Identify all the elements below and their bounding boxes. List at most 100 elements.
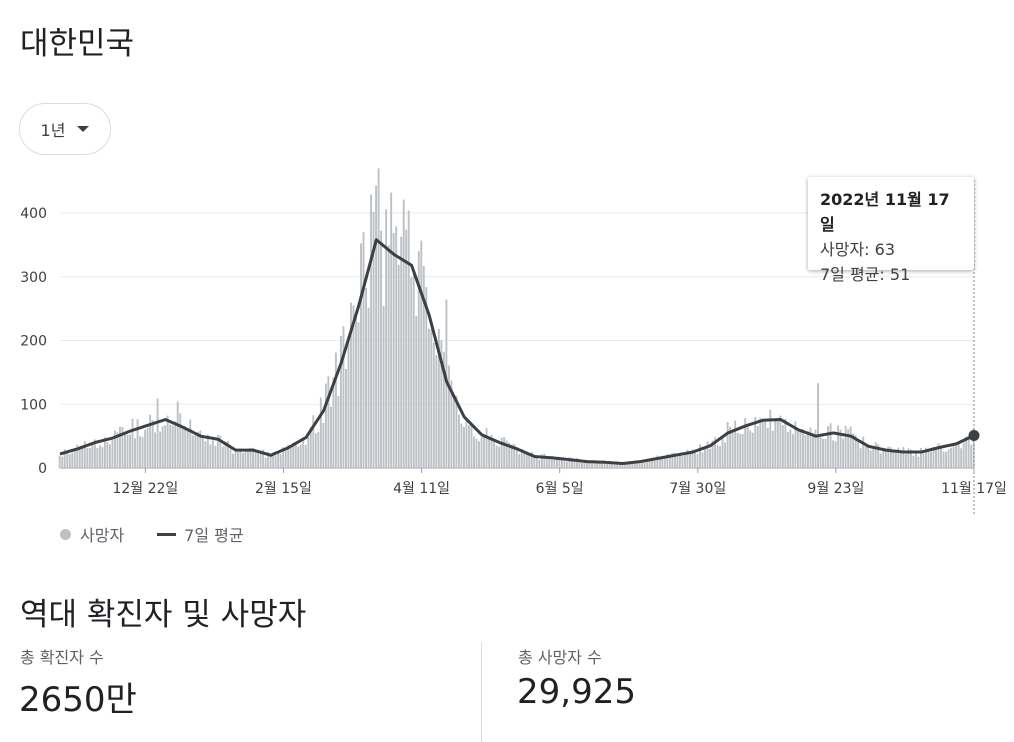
- deaths-bar: [681, 455, 684, 468]
- deaths-bar: [329, 406, 332, 468]
- deaths-bar: [490, 434, 493, 468]
- deaths-bar: [282, 447, 285, 468]
- deaths-bar: [390, 192, 393, 468]
- deaths-bar: [538, 459, 541, 468]
- deaths-bar: [146, 428, 149, 468]
- deaths-bar: [498, 446, 501, 468]
- deaths-bar: [61, 456, 64, 468]
- deaths-bar: [759, 417, 762, 468]
- deaths-bar: [159, 431, 162, 468]
- deaths-bar: [666, 454, 669, 468]
- deaths-bar: [844, 425, 847, 468]
- deaths-bar: [347, 336, 350, 468]
- deaths-bar: [819, 436, 822, 468]
- deaths-bar: [852, 433, 855, 468]
- x-tick-label: 4월 11일: [393, 481, 450, 497]
- deaths-bar: [149, 414, 152, 468]
- y-tick-label: 0: [38, 461, 47, 477]
- deaths-bar: [425, 287, 428, 468]
- deaths-bar: [96, 447, 99, 468]
- deaths-bar: [892, 450, 895, 468]
- deaths-bar: [410, 277, 413, 468]
- deaths-bar: [897, 447, 900, 468]
- deaths-bar: [613, 462, 616, 468]
- deaths-bar: [731, 432, 734, 468]
- deaths-bar: [643, 461, 646, 468]
- deaths-bar: [201, 436, 204, 468]
- deaths-bar: [134, 438, 136, 468]
- deaths-bar: [93, 439, 96, 468]
- deaths-bar: [267, 451, 270, 468]
- deaths-bar: [746, 426, 749, 468]
- deaths-bar: [452, 397, 455, 468]
- deaths-bar: [917, 456, 920, 468]
- deaths-bar: [802, 429, 804, 468]
- deaths-bar: [422, 266, 425, 468]
- deaths-bar: [586, 462, 588, 468]
- deaths-bar: [631, 461, 634, 468]
- deaths-bar: [907, 448, 910, 468]
- deaths-bar: [216, 435, 219, 468]
- x-tick-label: 6월 5일: [536, 481, 584, 497]
- deaths-bar: [164, 425, 167, 468]
- deaths-bar: [387, 245, 390, 468]
- deaths-bar: [166, 415, 169, 468]
- deaths-bar: [591, 461, 593, 468]
- deaths-bar: [360, 243, 362, 468]
- range-dropdown[interactable]: 1년: [19, 103, 111, 155]
- deaths-bar: [339, 335, 342, 468]
- chart-legend: 사망자 7일 평균: [60, 522, 244, 546]
- deaths-bar: [307, 437, 310, 468]
- deaths-bar: [751, 432, 754, 468]
- deaths-bar: [744, 418, 747, 468]
- deaths-bar: [789, 429, 792, 468]
- deaths-bar: [352, 305, 355, 468]
- deaths-bar: [151, 420, 154, 468]
- deaths-bar: [719, 446, 722, 468]
- deaths-bar: [804, 434, 807, 468]
- deaths-bar: [432, 342, 435, 468]
- deaths-bar: [696, 453, 699, 468]
- total-deaths-value: 29,925: [517, 672, 636, 712]
- deaths-bar: [455, 395, 458, 468]
- deaths-bar: [925, 447, 927, 468]
- deaths-bar: [716, 445, 719, 468]
- deaths-bar: [721, 436, 724, 468]
- deaths-bar: [741, 433, 744, 468]
- deaths-bar: [930, 451, 932, 468]
- deaths-bar: [229, 449, 232, 468]
- deaths-bar: [73, 450, 76, 468]
- deaths-bar: [124, 432, 126, 468]
- deaths-bar: [262, 449, 265, 468]
- deaths-bar: [342, 326, 345, 468]
- deaths-bar: [322, 422, 325, 468]
- deaths-bar: [334, 352, 337, 468]
- deaths-bar: [661, 458, 664, 468]
- deaths-bar: [154, 432, 157, 468]
- deaths-bar: [269, 454, 272, 468]
- deaths-bar: [189, 419, 192, 468]
- deaths-bar: [259, 452, 262, 468]
- deaths-bar: [289, 445, 292, 468]
- deaths-bar: [214, 445, 217, 468]
- deaths-bar: [457, 414, 460, 468]
- x-tick-label: 2월 15일: [255, 481, 312, 497]
- deaths-bar: [483, 433, 486, 468]
- deaths-bar: [794, 421, 797, 468]
- deaths-bar: [186, 428, 189, 468]
- deaths-bar: [543, 453, 546, 468]
- deaths-bar: [480, 436, 483, 468]
- deaths-bar: [144, 429, 147, 468]
- deaths-bar: [191, 435, 194, 468]
- deaths-bar: [593, 460, 596, 468]
- deaths-bar: [653, 460, 656, 468]
- deaths-bar: [967, 439, 970, 468]
- deaths-bar: [88, 448, 91, 468]
- deaths-bar: [706, 441, 709, 468]
- deaths-bar: [108, 444, 111, 468]
- deaths-bar: [427, 328, 430, 468]
- deaths-bar: [136, 419, 139, 468]
- deaths-bar: [515, 447, 518, 468]
- deaths-bar: [179, 413, 182, 468]
- deaths-bar: [603, 462, 606, 468]
